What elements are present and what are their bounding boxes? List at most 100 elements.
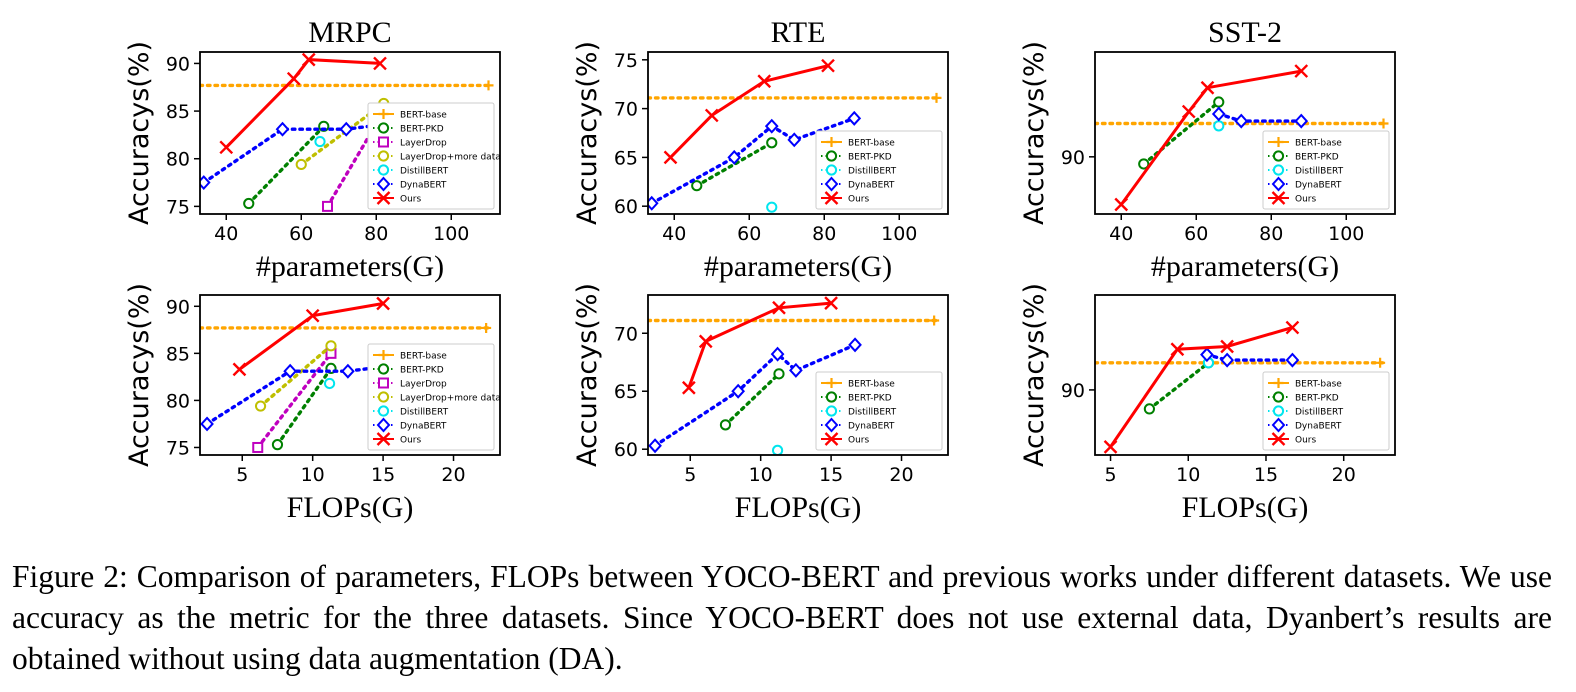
y-tick-label: 70 bbox=[614, 99, 638, 121]
x-tick-label: 100 bbox=[1328, 223, 1364, 245]
x-tick-label: 60 bbox=[289, 223, 313, 245]
ours-point bbox=[1114, 197, 1129, 212]
legend-label-dynabert: DynaBERT bbox=[400, 422, 447, 432]
ours-point bbox=[1181, 104, 1196, 119]
x-tick-label: 60 bbox=[737, 223, 761, 245]
dynabert-point bbox=[1200, 347, 1214, 363]
layerdrop-point bbox=[322, 200, 333, 212]
subplot-4: 5 10 15 20 75 80 85 90 FLOPs(G) Accuracys(%) BERT-… bbox=[124, 283, 501, 524]
chart-title: MRPC bbox=[308, 16, 391, 49]
legend-label-dynabert: DynaBERT bbox=[1295, 181, 1342, 191]
ours-point bbox=[376, 296, 390, 311]
legend-marker-bert-base bbox=[1273, 378, 1284, 388]
distillbert-point bbox=[323, 377, 336, 390]
x-axis-label: FLOPs(G) bbox=[735, 491, 862, 524]
y-axis-label: Accuracys(%) bbox=[572, 283, 603, 467]
dynabert-line bbox=[1205, 353, 1295, 362]
y-tick-label: 70 bbox=[614, 323, 638, 345]
ours-point bbox=[824, 296, 838, 310]
legend-label-bert-base: BERT-base bbox=[1295, 139, 1342, 149]
axes-frame bbox=[647, 51, 949, 215]
bert-pkd-point bbox=[243, 197, 255, 210]
x-axis-label: #parameters(G) bbox=[1151, 250, 1339, 283]
legend-label-bert-base: BERT-base bbox=[848, 380, 895, 390]
legend-marker-bert-base bbox=[826, 137, 837, 147]
series-layer bbox=[1095, 320, 1386, 454]
legend-label-layerdrop-more-data: LayerDrop+more data bbox=[400, 394, 501, 404]
distillbert-point bbox=[771, 444, 784, 455]
dynabert-point bbox=[770, 346, 785, 362]
legend-marker-bert-pkd bbox=[1272, 391, 1285, 403]
legend-label-distillbert: DistillBERT bbox=[400, 408, 449, 418]
layerdrop-more-data-line bbox=[258, 344, 333, 408]
x-tick-label: 10 bbox=[1176, 464, 1200, 486]
legend-marker-dynabert bbox=[824, 176, 839, 192]
figure-caption: Figure 2: Comparison of parameters, FLOP… bbox=[12, 559, 1552, 676]
legend-box bbox=[367, 102, 495, 210]
legend-label-distillbert: DistillBERT bbox=[1295, 167, 1344, 177]
dynabert-point bbox=[848, 337, 862, 353]
legend-label-ours: Ours bbox=[400, 195, 421, 205]
legend-label-ours: Ours bbox=[1295, 195, 1316, 205]
legend-label-bert-base: BERT-base bbox=[848, 139, 895, 149]
layerdrop-line bbox=[256, 351, 333, 450]
legend-marker-layerdrop-more-data bbox=[377, 391, 390, 403]
axes-frame bbox=[647, 294, 949, 456]
legend: BERT-base BERT-PKD LayerDrop LayerDrop+more… bbox=[367, 343, 501, 451]
x-tick-label: 10 bbox=[749, 464, 773, 486]
ours-point bbox=[305, 308, 320, 323]
legend-marker-bert-pkd bbox=[377, 122, 390, 134]
bert-pkd-line bbox=[247, 124, 326, 206]
legend-box bbox=[815, 371, 943, 451]
legend-label-layerdrop-more-data: LayerDrop+more data bbox=[400, 153, 501, 163]
dynabert-point bbox=[341, 363, 355, 379]
bert-base-point bbox=[1375, 357, 1386, 368]
bert-pkd-line bbox=[275, 366, 333, 447]
dynabert-point bbox=[283, 363, 297, 379]
ours-line bbox=[1109, 326, 1293, 448]
dynabert-point bbox=[847, 110, 862, 126]
ours-point bbox=[681, 380, 696, 395]
legend-label-dynabert: DynaBERT bbox=[848, 422, 895, 432]
legend: BERT-base BERT-PKD LayerDrop LayerDrop+more… bbox=[367, 102, 501, 210]
bert-pkd-line bbox=[695, 141, 774, 188]
legend: BERT-base BERT-PKD DistillBERT DynaBERT Ours bbox=[815, 130, 943, 210]
dynabert-point bbox=[1234, 113, 1249, 129]
legend-marker-dynabert bbox=[1271, 176, 1286, 192]
bert-base-point bbox=[483, 80, 494, 91]
legend-label-ours: Ours bbox=[848, 436, 869, 446]
legend: BERT-base BERT-PKD DistillBERT DynaBERT Ours bbox=[1262, 130, 1390, 210]
dynabert-point bbox=[648, 438, 662, 454]
distillbert-point bbox=[766, 201, 778, 213]
ours-point bbox=[232, 362, 247, 377]
subplot-3: 40 60 80 100 90 SST-2 #parameters(G) Accuracys(… bbox=[1019, 16, 1396, 283]
layerdrop-more-data-point bbox=[254, 400, 267, 412]
ours-point bbox=[698, 334, 713, 349]
bert-base-point bbox=[1378, 118, 1389, 129]
series-layer bbox=[648, 58, 943, 213]
legend-marker-bert-base bbox=[826, 378, 837, 388]
x-axis-label: #parameters(G) bbox=[704, 250, 892, 283]
y-tick-label: 75 bbox=[614, 50, 638, 72]
legend-marker-bert-base bbox=[378, 109, 389, 119]
legend: BERT-base BERT-PKD DistillBERT DynaBERT Ours bbox=[1262, 371, 1390, 451]
legend-label-bert-pkd: BERT-PKD bbox=[1295, 394, 1339, 404]
legend-label-bert-pkd: BERT-PKD bbox=[400, 125, 444, 135]
x-tick-label: 5 bbox=[684, 464, 696, 486]
legend-label-dynabert: DynaBERT bbox=[400, 181, 447, 191]
x-tick-label: 15 bbox=[371, 464, 395, 486]
legend-label-distillbert: DistillBERT bbox=[1295, 408, 1344, 418]
legend-marker-dynabert bbox=[376, 417, 391, 433]
x-tick-label: 80 bbox=[812, 223, 836, 245]
x-tick-label: 15 bbox=[1254, 464, 1278, 486]
y-tick-label: 85 bbox=[166, 101, 190, 123]
x-tick-label: 80 bbox=[364, 223, 388, 245]
legend-marker-bert-pkd bbox=[1272, 150, 1285, 162]
ours-point bbox=[704, 108, 719, 123]
legend-marker-ours bbox=[1271, 432, 1286, 446]
ours-point bbox=[1220, 339, 1234, 354]
x-tick-label: 40 bbox=[1109, 223, 1133, 245]
legend-marker-distillbert bbox=[825, 164, 838, 176]
dynabert-point bbox=[1294, 113, 1309, 129]
y-tick-label: 80 bbox=[166, 390, 190, 412]
